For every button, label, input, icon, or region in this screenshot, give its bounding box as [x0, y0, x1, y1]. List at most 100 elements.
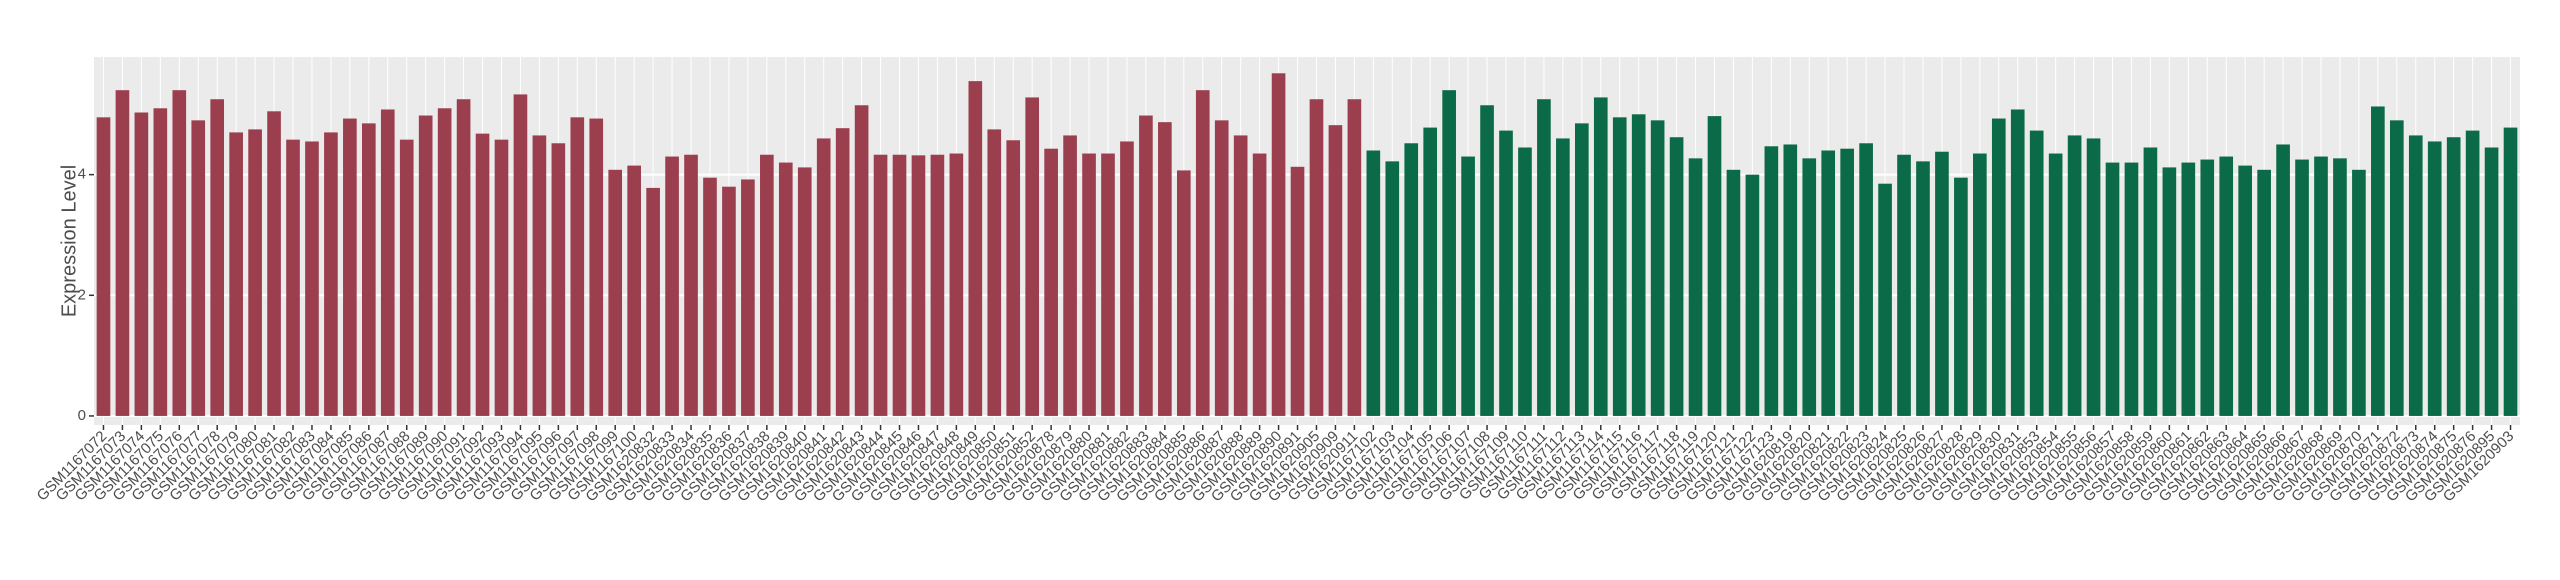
- bar: [1954, 177, 1968, 416]
- bar: [1006, 140, 1021, 416]
- bar: [1176, 170, 1191, 416]
- bar: [2371, 106, 2385, 416]
- bar: [1214, 120, 1229, 416]
- bar: [2295, 159, 2309, 416]
- bar: [2086, 138, 2101, 416]
- bar: [1840, 148, 1854, 416]
- bar: [1461, 156, 1475, 416]
- y-axis-label: Expression Level: [58, 165, 80, 317]
- bar: [1158, 122, 1172, 416]
- bar: [1783, 144, 1798, 416]
- bar: [2143, 147, 2158, 416]
- bar: [1290, 166, 1305, 416]
- bar: [589, 118, 604, 416]
- bar: [551, 143, 566, 416]
- bar: [1726, 169, 1741, 416]
- bar: [1423, 127, 1438, 416]
- bar: [418, 115, 433, 416]
- bar: [1101, 153, 1115, 416]
- bar: [1139, 115, 1153, 416]
- bar: [513, 94, 528, 416]
- bar: [2389, 120, 2404, 416]
- bar: [665, 156, 679, 416]
- bar: [324, 132, 338, 416]
- bar: [153, 108, 168, 416]
- bar: [2048, 153, 2063, 416]
- bar: [608, 169, 623, 416]
- bar: [1650, 120, 1665, 416]
- bar: [248, 129, 262, 416]
- bar: [2276, 144, 2290, 416]
- bar: [1063, 135, 1077, 416]
- bar: [854, 105, 869, 416]
- bar: [2257, 169, 2271, 416]
- bar: [949, 153, 964, 416]
- bar: [494, 139, 509, 416]
- bar: [703, 177, 717, 416]
- bar: [361, 123, 376, 416]
- bar: [646, 187, 660, 416]
- bar: [1935, 151, 1949, 416]
- bar: [1878, 183, 1892, 416]
- bar: [1612, 117, 1627, 416]
- bar: [911, 155, 926, 416]
- bar: [1821, 150, 1836, 416]
- bar: [380, 109, 395, 416]
- bar: [1897, 154, 1911, 416]
- bar: [1328, 125, 1343, 416]
- y-tick-label: 4: [78, 166, 86, 183]
- bar: [1916, 161, 1930, 416]
- bar: [1669, 137, 1684, 416]
- bar: [2465, 130, 2480, 416]
- bar: [1631, 114, 1646, 416]
- bar: [437, 108, 452, 416]
- bar: [399, 139, 414, 416]
- y-tick-label: 2: [78, 286, 86, 303]
- bar: [816, 138, 831, 416]
- bar: [873, 154, 888, 416]
- bar: [1385, 161, 1400, 416]
- bar: [456, 99, 471, 416]
- bar: [1745, 174, 1760, 416]
- bar: [229, 132, 243, 416]
- bar: [1556, 138, 1570, 416]
- bar: [305, 141, 319, 416]
- bar: [2029, 130, 2044, 416]
- bar: [2484, 147, 2499, 416]
- bar: [1082, 153, 1096, 416]
- y-tick-label: 0: [78, 407, 86, 424]
- bar: [532, 135, 547, 416]
- bar: [210, 99, 225, 416]
- bar: [1347, 99, 1362, 416]
- bar: [684, 154, 698, 416]
- bar: [2427, 141, 2442, 416]
- bar: [892, 154, 907, 416]
- bar: [172, 90, 187, 416]
- bar: [267, 111, 281, 416]
- bar: [1688, 158, 1703, 416]
- bar: [1309, 99, 1324, 416]
- bar: [475, 133, 490, 416]
- bar: [2503, 127, 2518, 416]
- bar: [2200, 159, 2215, 416]
- bar: [1195, 90, 1210, 416]
- bar: [1252, 153, 1267, 416]
- bar: [1499, 130, 1513, 416]
- bar: [1518, 147, 1532, 416]
- bar: [741, 179, 755, 416]
- bar: [1025, 97, 1040, 416]
- bar: [1574, 123, 1589, 416]
- bar: [1233, 135, 1248, 416]
- bar: [2219, 156, 2234, 416]
- bar: [2314, 156, 2328, 416]
- bar: [134, 112, 149, 416]
- bar: [2446, 137, 2461, 416]
- bar: [1366, 150, 1381, 416]
- bar: [570, 117, 585, 416]
- bar: [778, 162, 793, 416]
- bar: [1973, 153, 1987, 416]
- bar: [797, 167, 812, 416]
- bar: [1802, 158, 1817, 416]
- bar: [1991, 118, 2006, 416]
